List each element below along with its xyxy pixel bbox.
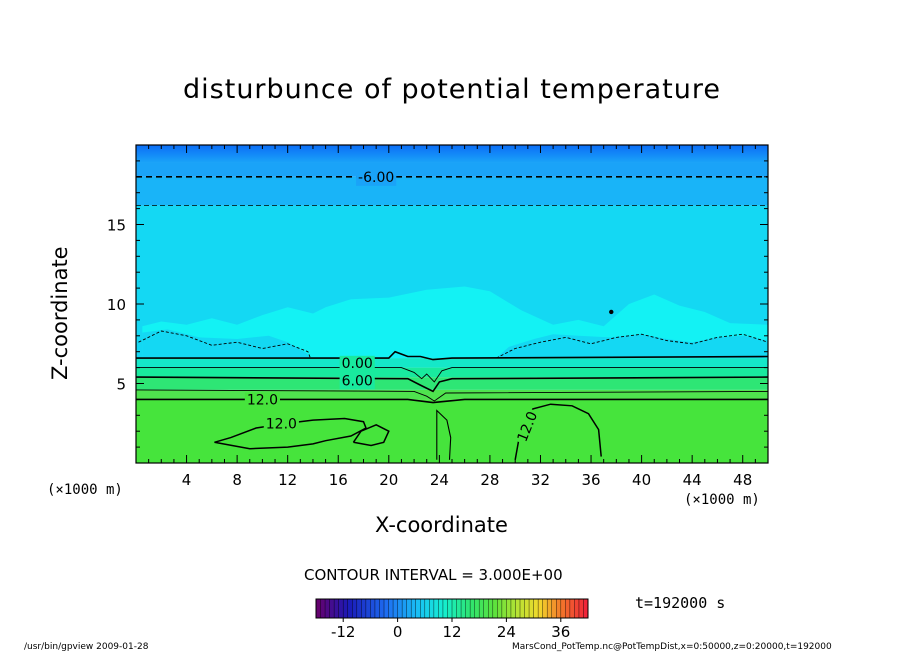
- footer-right-text: MarsCond_PotTemp.nc@PotTempDist,x=0:5000…: [512, 642, 832, 652]
- colorbar-tick-label: 24: [497, 623, 516, 641]
- contour-line-12: [136, 398, 768, 404]
- contour-label: 0.00: [342, 356, 373, 372]
- contour-line-12-loop-left: [214, 417, 367, 450]
- fill-band-blue-mid: [136, 176, 768, 206]
- y-tick-label: 5: [116, 376, 126, 394]
- x-tick-label: 4: [182, 471, 192, 489]
- contour-label: 12.0: [247, 392, 278, 408]
- fill-band-green-4: [136, 358, 768, 368]
- contour-interval-label: CONTOUR INTERVAL = 3.000E+00: [304, 566, 563, 584]
- x-tick-label: 32: [531, 471, 550, 489]
- x-tick-label: 28: [480, 471, 499, 489]
- x-unit-label-right: (×1000 m): [684, 492, 760, 508]
- y-tick-label: 10: [107, 296, 126, 314]
- fill-band-top: [136, 145, 768, 163]
- x-tick-label: 48: [733, 471, 752, 489]
- contour-line-6: [136, 376, 768, 393]
- x-tick-label: 40: [632, 471, 651, 489]
- contour-line-12-loop-small: [352, 423, 390, 447]
- x-tick-label: 24: [430, 471, 449, 489]
- x-tick-label: 36: [581, 471, 600, 489]
- x-tick-label: 8: [232, 471, 242, 489]
- colorbar-tick-label: -12: [331, 623, 356, 641]
- contour-label: 12.0: [266, 416, 297, 432]
- colorbar-tick-label: 36: [551, 623, 570, 641]
- y-axis-label: Z-coordinate: [48, 246, 72, 380]
- footer-left-text: /usr/bin/gpview 2009-01-28: [24, 642, 149, 652]
- fill-plume-right: [496, 334, 768, 359]
- contour-label: 6.00: [342, 373, 373, 389]
- x-tick-label: 44: [683, 471, 702, 489]
- contour-line-9: [136, 389, 768, 402]
- fill-band-green-3: [136, 367, 768, 378]
- x-axis-label: X-coordinate: [375, 513, 508, 537]
- contour-line-0: [136, 350, 768, 361]
- contour-label: -6.00: [358, 170, 394, 186]
- colorbar-tick-label: 12: [442, 623, 461, 641]
- fill-band-blue-upper: [136, 162, 768, 177]
- contour-dash-right: [495, 333, 768, 359]
- contour-line-3: [136, 367, 768, 383]
- colorbar: -12 0 12 24 36: [315, 598, 589, 641]
- fill-band-lowest: [136, 399, 768, 463]
- y-tick-label: 15: [107, 217, 126, 235]
- fill-band-green-2: [136, 377, 768, 390]
- x-tick-label: 12: [278, 471, 297, 489]
- chart-title: disturbunce of potential temperature: [183, 74, 721, 105]
- x-tick-label: 20: [379, 471, 398, 489]
- fill-band-green: [136, 389, 768, 400]
- colorbar-tick-label: 0: [393, 623, 403, 641]
- x-unit-label-left: (×1000 m): [47, 482, 123, 498]
- contour-line-12-column: [436, 409, 452, 460]
- contour-point-marker: [609, 309, 614, 315]
- time-label: t=192000 s: [635, 594, 726, 612]
- x-tick-label: 16: [329, 471, 348, 489]
